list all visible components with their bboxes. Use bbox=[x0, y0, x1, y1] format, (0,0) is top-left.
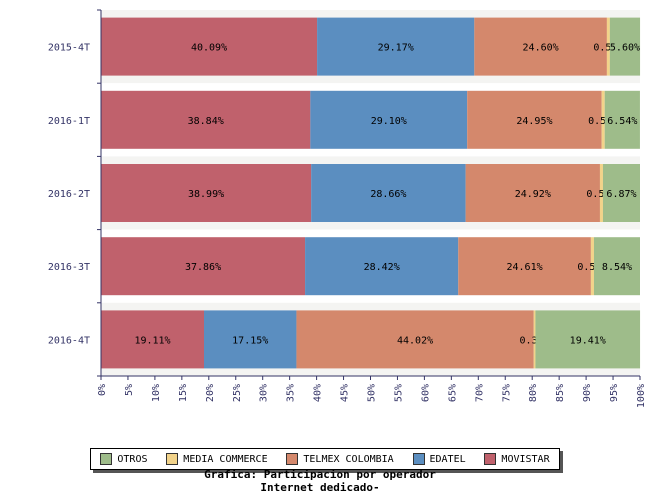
data-label: 6.54% bbox=[607, 116, 637, 127]
legend-swatch bbox=[412, 453, 425, 465]
category-label: 2016-2T bbox=[48, 189, 90, 200]
data-label: 0.32% bbox=[520, 335, 550, 346]
legend-label: MEDIA COMMERCE bbox=[183, 453, 268, 465]
legend-label: EDATEL bbox=[429, 453, 466, 465]
x-tick-label: 15% bbox=[178, 384, 189, 402]
x-tick-label: 70% bbox=[474, 384, 485, 402]
x-tick-label: 30% bbox=[259, 384, 270, 402]
category-label: 2016-3T bbox=[48, 262, 90, 273]
bar-segment bbox=[310, 90, 468, 149]
bar-segment bbox=[601, 90, 605, 149]
x-tick-label: 35% bbox=[286, 384, 297, 402]
data-label: 8.54% bbox=[602, 262, 632, 273]
data-label: 38.99% bbox=[188, 189, 224, 200]
bar-segment bbox=[101, 237, 306, 296]
data-label: 28.66% bbox=[370, 189, 406, 200]
data-label: 5.60% bbox=[610, 43, 640, 54]
x-tick-label: 25% bbox=[232, 384, 243, 402]
data-label: 29.17% bbox=[378, 43, 414, 54]
legend-label: TELMEX COLOMBIA bbox=[303, 453, 394, 465]
data-label: 0.56% bbox=[586, 189, 616, 200]
bar-segment bbox=[101, 17, 318, 76]
x-tick-label: 85% bbox=[555, 384, 566, 402]
legend-item: TELMEX COLOMBIA bbox=[286, 453, 394, 465]
data-label: 0.57% bbox=[577, 262, 607, 273]
legend-item: MEDIA COMMERCE bbox=[166, 453, 268, 465]
x-tick-label: 60% bbox=[420, 384, 431, 402]
x-tick-label: 65% bbox=[447, 384, 458, 402]
data-label: 19.41% bbox=[570, 335, 606, 346]
data-label: 0.56% bbox=[588, 116, 618, 127]
data-label: 24.95% bbox=[516, 116, 552, 127]
x-tick-label: 100% bbox=[636, 384, 647, 408]
x-tick-label: 0% bbox=[97, 384, 108, 396]
bar-segment bbox=[602, 164, 640, 222]
chart-title-line1: Grafica: Participacion por operador bbox=[204, 468, 436, 481]
category-label: 2016-4T bbox=[48, 335, 90, 346]
bar-segment bbox=[467, 90, 602, 149]
x-tick-label: 20% bbox=[205, 384, 216, 402]
category-label: 2016-1T bbox=[48, 116, 90, 127]
x-tick-label: 40% bbox=[313, 384, 324, 402]
bar-segment bbox=[296, 310, 534, 369]
bar-segment bbox=[101, 164, 312, 222]
bar-segment bbox=[590, 237, 594, 296]
data-label: 44.02% bbox=[397, 335, 433, 346]
x-tick-label: 50% bbox=[367, 384, 378, 402]
x-tick-label: 10% bbox=[151, 384, 162, 402]
bar-segment bbox=[609, 17, 641, 76]
x-tick-label: 45% bbox=[340, 384, 351, 402]
bar-segment bbox=[593, 237, 640, 296]
x-tick-label: 90% bbox=[582, 384, 593, 402]
legend-swatch bbox=[100, 453, 113, 465]
data-label: 24.60% bbox=[523, 43, 559, 54]
data-label: 0.55% bbox=[593, 43, 623, 54]
legend-label: MOVISTAR bbox=[501, 453, 550, 465]
data-label: 28.42% bbox=[364, 262, 400, 273]
data-label: 37.86% bbox=[185, 262, 221, 273]
chart-title-line2: Internet dedicado- bbox=[260, 481, 380, 494]
bar-segment bbox=[465, 164, 600, 222]
data-label: 19.11% bbox=[134, 335, 170, 346]
stacked-bar-chart: 40.09% 29.17% 24.60% 0.55%5.60% 2015-4T 38.84… bbox=[48, 9, 647, 408]
bar-segment bbox=[204, 310, 297, 369]
bar-segment bbox=[317, 17, 475, 76]
bar-segment bbox=[604, 90, 640, 149]
x-tick-label: 5% bbox=[124, 384, 135, 396]
x-tick-label: 75% bbox=[501, 384, 512, 402]
data-label: 24.92% bbox=[515, 189, 551, 200]
legend-item: EDATEL bbox=[412, 453, 466, 465]
bar-segment bbox=[305, 237, 459, 296]
bar-segment bbox=[535, 310, 641, 369]
bar-segment bbox=[606, 17, 610, 76]
legend: OTROS MEDIA COMMERCE TELMEX COLOMBIA EDATEL… bbox=[90, 448, 560, 470]
bar-segment bbox=[474, 17, 607, 76]
data-label: 40.09% bbox=[191, 43, 227, 54]
data-label: 6.87% bbox=[606, 189, 636, 200]
legend-swatch bbox=[286, 453, 299, 465]
legend-swatch bbox=[166, 453, 179, 465]
data-label: 17.15% bbox=[232, 335, 268, 346]
bar-segment bbox=[101, 90, 311, 149]
legend-item: MOVISTAR bbox=[484, 453, 550, 465]
legend-item: OTROS bbox=[100, 453, 148, 465]
bar-segment bbox=[533, 310, 536, 369]
bar-segment bbox=[458, 237, 591, 296]
legend-swatch bbox=[484, 453, 497, 465]
data-label: 38.84% bbox=[188, 116, 224, 127]
legend-label: OTROS bbox=[117, 453, 148, 465]
x-tick-label: 80% bbox=[528, 384, 539, 402]
bar-segment bbox=[599, 164, 603, 222]
bar-segment bbox=[101, 310, 205, 369]
bar-segment bbox=[311, 164, 466, 222]
category-label: 2015-4T bbox=[48, 43, 90, 54]
data-label: 29.10% bbox=[371, 116, 407, 127]
x-tick-label: 55% bbox=[393, 384, 404, 402]
data-label: 24.61% bbox=[507, 262, 543, 273]
x-tick-label: 95% bbox=[609, 384, 620, 402]
